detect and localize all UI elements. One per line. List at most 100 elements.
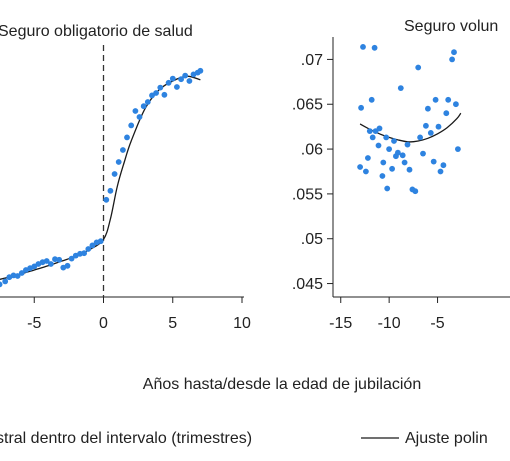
data-point (103, 196, 110, 203)
data-point (197, 67, 204, 74)
data-point (371, 44, 378, 51)
data-point (368, 96, 375, 103)
data-point (401, 159, 408, 166)
data-point (357, 164, 363, 170)
y-tick-label: .05 (301, 231, 323, 248)
data-point (455, 146, 461, 153)
data-point (64, 262, 71, 269)
data-point (182, 72, 189, 79)
data-point (140, 103, 147, 110)
data-point (427, 130, 434, 136)
data-point (128, 122, 135, 129)
data-point (107, 187, 114, 194)
data-point (120, 147, 126, 153)
data-point (437, 168, 444, 175)
x-ticks-voluntary: -15 -10 -5 (329, 297, 445, 332)
data-point (449, 56, 455, 63)
data-point (399, 152, 406, 159)
data-point (97, 238, 104, 245)
data-point (363, 168, 369, 175)
data-point (132, 108, 139, 114)
x-tick-label: -10 (378, 315, 401, 332)
data-point (115, 159, 122, 165)
data-point (81, 250, 87, 257)
data-point (165, 79, 172, 86)
data-point (391, 138, 397, 144)
data-point (43, 258, 50, 264)
data-point (453, 101, 459, 108)
data-point (375, 142, 382, 149)
points-voluntary (357, 44, 461, 195)
x-ticks-mandatory: -5 0 5 10 (27, 297, 251, 332)
x-tick-label: 0 (99, 315, 108, 332)
data-point (384, 185, 391, 192)
data-point (186, 78, 193, 84)
data-point (89, 242, 96, 249)
x-tick-label: -5 (27, 315, 41, 332)
data-point (412, 188, 419, 195)
data-point (124, 134, 130, 141)
data-point (425, 105, 431, 112)
data-point (432, 96, 439, 103)
y-tick-label: .06 (301, 142, 323, 159)
data-point (415, 64, 422, 71)
x-axis-label: Años hasta/desde la edad de jubilación (143, 376, 421, 393)
data-point (2, 278, 9, 285)
legend: stral dentro del intervalo (trimestres) … (0, 430, 488, 447)
data-point (366, 128, 373, 135)
data-point (48, 261, 54, 267)
data-point (389, 165, 395, 172)
panel-title-voluntary: Seguro volun (404, 18, 498, 35)
data-point (0, 281, 3, 288)
x-tick-label: 5 (168, 315, 177, 332)
data-point (376, 125, 383, 132)
data-point (397, 85, 404, 91)
data-point (360, 44, 366, 50)
data-point (111, 171, 118, 177)
panel-title-mandatory: Seguro obligatorio de salud (0, 23, 193, 40)
data-point (404, 141, 411, 148)
data-point (451, 49, 457, 56)
data-point (386, 146, 392, 153)
y-ticks-voluntary: .045 .05 .055 .06 .065 .07 (292, 52, 333, 293)
data-point (358, 104, 364, 111)
data-point (144, 99, 151, 105)
plot-bg-voluntary (287, 45, 510, 297)
data-point (365, 155, 371, 161)
data-point (14, 273, 21, 279)
points-mandatory (0, 67, 204, 288)
data-point (369, 134, 376, 141)
panel-mandatory: Seguro obligatorio de salud -5 0 5 10 (0, 23, 251, 332)
fit-curve-mandatory (0, 75, 201, 280)
y-tick-label: .055 (292, 186, 323, 203)
data-point (56, 256, 63, 263)
y-tick-label: .07 (301, 52, 323, 69)
data-point (174, 84, 180, 90)
data-point (423, 122, 429, 129)
data-point (380, 159, 387, 166)
data-point (406, 166, 413, 173)
data-point (379, 173, 386, 179)
data-point (435, 123, 442, 130)
data-point (157, 84, 164, 91)
y-tick-label: .065 (292, 97, 323, 114)
data-point (420, 150, 426, 157)
data-point (136, 114, 143, 120)
data-point (169, 75, 176, 82)
data-point (18, 270, 25, 276)
fit-curve-voluntary (359, 112, 462, 143)
data-point (85, 246, 92, 252)
legend-entry-fit: Ajuste polin (405, 430, 488, 447)
data-point (430, 158, 437, 165)
legend-entry-sample: stral dentro del intervalo (trimestres) (0, 430, 252, 447)
data-point (440, 162, 447, 169)
x-tick-label: 10 (233, 315, 251, 332)
data-point (383, 134, 390, 141)
data-point (445, 96, 452, 103)
y-tick-label: .045 (292, 276, 323, 293)
data-point (153, 90, 160, 96)
x-tick-label: -15 (329, 315, 352, 332)
x-tick-label: -5 (430, 315, 444, 332)
panel-voluntary: Seguro volun .045.05.055.06.065.07 -15 -1… (287, 18, 510, 332)
